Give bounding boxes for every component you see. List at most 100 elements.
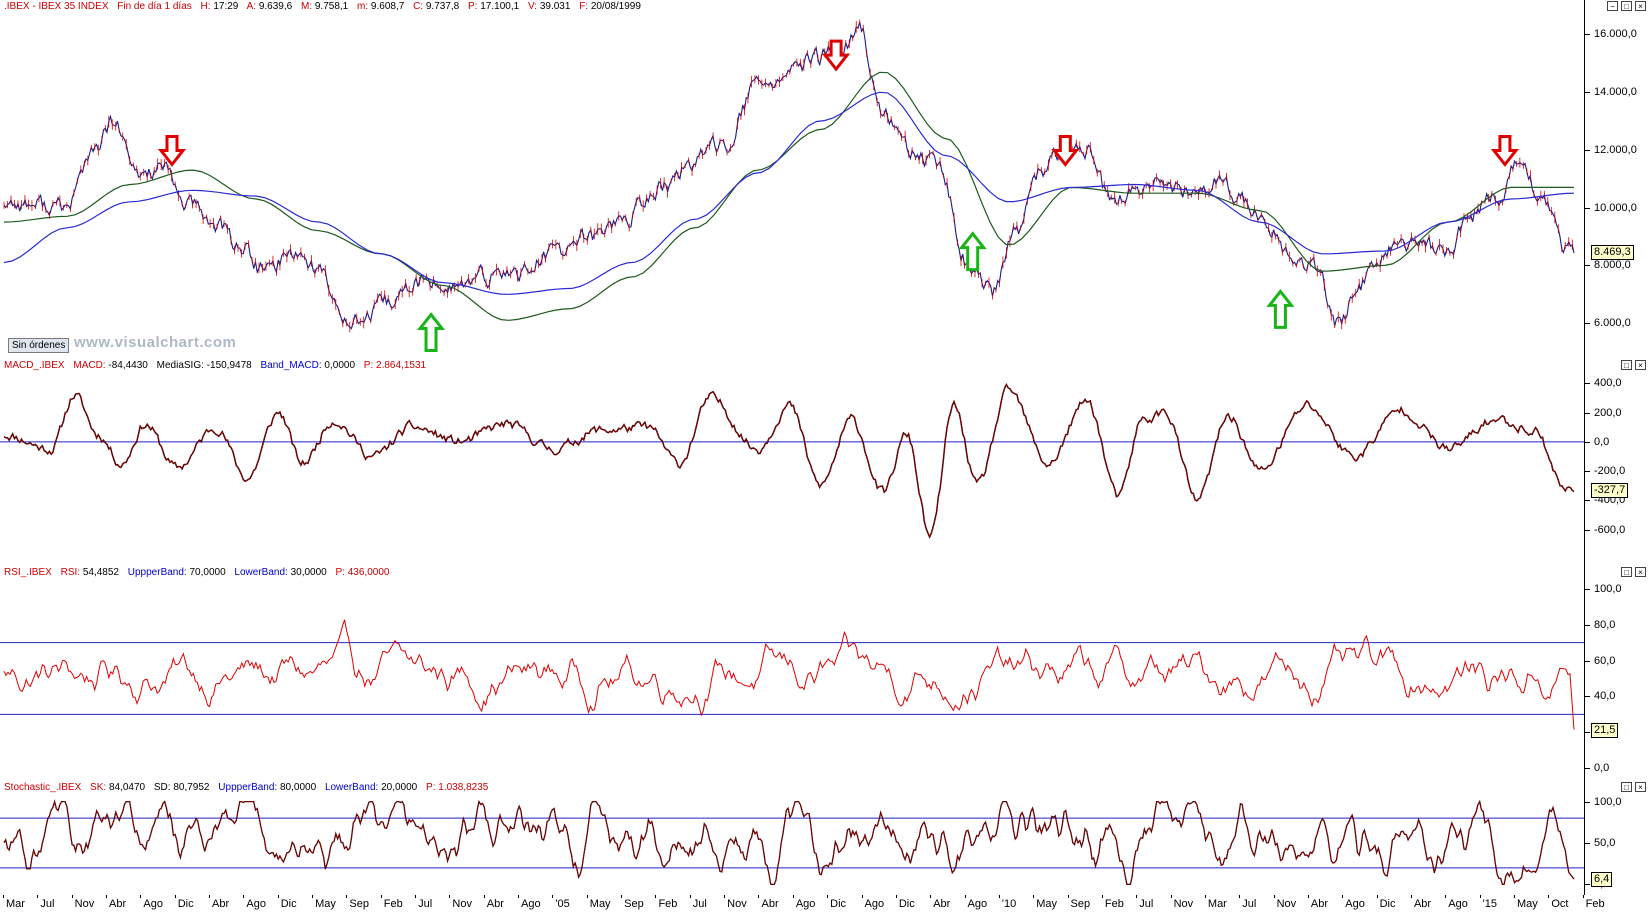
x-tick-label: Nov bbox=[727, 898, 747, 910]
x-tick-mark bbox=[1548, 895, 1550, 898]
orders-button[interactable]: Sin órdenes bbox=[8, 338, 70, 353]
x-tick-mark bbox=[174, 895, 176, 898]
price-field-label: C: bbox=[413, 1, 424, 12]
y-tick-mark bbox=[1584, 843, 1590, 844]
price-field-value: 9.639,6 bbox=[258, 1, 293, 12]
rsi-field-value: 436,0000 bbox=[347, 567, 390, 578]
minimize-button[interactable]: − bbox=[1607, 1, 1618, 11]
macd-field-label: Band_MACD: bbox=[260, 360, 322, 371]
rsi-plot[interactable] bbox=[0, 566, 1584, 781]
x-tick-label: May bbox=[315, 898, 336, 910]
x-tick-label: Ago bbox=[521, 898, 541, 910]
macd-field-value: -84,4430 bbox=[108, 360, 148, 371]
rsi-field-value: 70,0000 bbox=[189, 567, 226, 578]
x-tick-mark bbox=[998, 895, 1000, 898]
x-tick-mark bbox=[1101, 895, 1103, 898]
x-tick-mark bbox=[621, 895, 623, 898]
price-field-label: P: bbox=[468, 1, 478, 12]
last-value-label: 8.469,3 bbox=[1591, 244, 1634, 260]
y-tick-label: 6.000,0 bbox=[1594, 317, 1631, 330]
x-tick-mark bbox=[964, 895, 966, 898]
x-tick-mark bbox=[655, 895, 657, 898]
restore-button[interactable]: □ bbox=[1621, 567, 1632, 577]
stochastic-field-value: 80,7952 bbox=[173, 782, 210, 793]
x-tick-label: Jul bbox=[1139, 898, 1154, 910]
stochastic-field-label: SK: bbox=[90, 782, 107, 793]
y-tick-label: 50,0 bbox=[1594, 837, 1616, 849]
series-line-ma-slow bbox=[3, 91, 1575, 295]
y-tick-mark bbox=[1584, 34, 1590, 36]
sell-arrow-marker bbox=[1490, 134, 1520, 167]
x-tick-label: May bbox=[1516, 898, 1538, 910]
x-tick-label: Abr bbox=[933, 898, 951, 910]
price-panel-header: .IBEX - IBEX 35 INDEX Fin de día 1 días … bbox=[4, 1, 647, 13]
x-tick-label: Ago bbox=[246, 898, 266, 910]
x-tick-label: Abr bbox=[761, 898, 779, 910]
y-tick-label: 0,0 bbox=[1594, 435, 1610, 448]
stochastic-field-label: LowerBand: bbox=[324, 782, 379, 793]
restore-button[interactable]: □ bbox=[1621, 1, 1632, 11]
macd-field-value: -150,9478 bbox=[206, 360, 252, 371]
price-plot[interactable] bbox=[0, 0, 1584, 359]
x-tick-label: Ago bbox=[967, 898, 988, 910]
macd-plot[interactable] bbox=[0, 359, 1584, 566]
x-tick-label: Jul bbox=[418, 898, 433, 910]
x-tick-label: Nov bbox=[452, 898, 472, 910]
x-tick-label: Feb bbox=[1585, 898, 1605, 910]
restore-button[interactable]: □ bbox=[1621, 782, 1632, 792]
y-tick-mark bbox=[1584, 732, 1590, 734]
price-field-label: M: bbox=[300, 1, 313, 12]
x-tick-mark bbox=[37, 895, 39, 898]
x-tick-mark bbox=[586, 895, 588, 898]
x-tick-label: May bbox=[1036, 898, 1057, 910]
x-tick-mark bbox=[1067, 895, 1069, 898]
x-tick-label: Nov bbox=[1173, 898, 1194, 910]
macd-panel: MACD_.IBEX MACD: -84,4430 MediaSIG: -150… bbox=[0, 359, 1650, 567]
y-tick-label: 16.000,0 bbox=[1594, 28, 1637, 41]
y-tick-mark bbox=[1584, 696, 1590, 698]
x-tick-mark bbox=[724, 895, 726, 898]
stochastic-panel-header: Stochastic_.IBEX SK: 84,0470 SD: 80,7952… bbox=[4, 782, 494, 794]
price-field-label: H: bbox=[200, 1, 211, 12]
x-tick-mark bbox=[449, 895, 451, 898]
y-tick-mark bbox=[1584, 412, 1590, 414]
y-tick-label: -200,0 bbox=[1594, 465, 1626, 478]
y-tick-label: 40,0 bbox=[1594, 690, 1616, 703]
close-button[interactable]: × bbox=[1635, 360, 1646, 370]
sell-arrow-marker bbox=[822, 39, 851, 72]
y-tick-mark bbox=[1584, 884, 1590, 886]
price-field-value: 9.608,7 bbox=[370, 1, 405, 12]
y-tick-mark bbox=[1584, 660, 1590, 662]
x-tick-mark bbox=[758, 895, 760, 898]
x-tick-label: Abr bbox=[109, 898, 127, 910]
x-tick-mark bbox=[1273, 895, 1275, 898]
restore-button[interactable]: □ bbox=[1621, 360, 1632, 370]
x-tick-mark bbox=[1376, 895, 1378, 898]
close-button[interactable]: × bbox=[1635, 1, 1646, 11]
stochastic-field-value: 1.038,8235 bbox=[438, 782, 489, 793]
x-tick-label: Sep bbox=[349, 898, 369, 910]
price-field-label: F: bbox=[579, 1, 589, 12]
rsi-field-label: RSI: bbox=[60, 567, 81, 578]
close-button[interactable]: × bbox=[1635, 782, 1646, 792]
y-tick-mark bbox=[1584, 265, 1590, 267]
x-tick-label: Dic bbox=[898, 898, 915, 910]
x-tick-mark bbox=[1204, 895, 1206, 898]
x-tick-mark bbox=[1136, 895, 1138, 898]
rsi-window-controls: □ × bbox=[1621, 567, 1646, 579]
x-tick-mark bbox=[552, 895, 554, 898]
y-tick-label: 400,0 bbox=[1594, 377, 1622, 390]
x-tick-label: Nov bbox=[1276, 898, 1297, 910]
rsi-panel-header: RSI_.IBEX RSI: 54,4852 UppperBand: 70,00… bbox=[4, 567, 395, 579]
x-tick-label: Feb bbox=[1104, 898, 1124, 910]
price-field-value: 20/08/1999 bbox=[590, 1, 641, 12]
close-button[interactable]: × bbox=[1635, 567, 1646, 577]
stochastic-plot[interactable] bbox=[0, 781, 1584, 895]
x-tick-mark bbox=[209, 895, 211, 898]
macd-y-axis-line bbox=[1584, 359, 1585, 566]
x-tick-label: Ago bbox=[1345, 898, 1365, 910]
last-value-label: 6,4 bbox=[1591, 872, 1613, 888]
x-tick-mark bbox=[1307, 895, 1309, 898]
y-tick-label: 80,0 bbox=[1594, 618, 1616, 631]
x-tick-mark bbox=[930, 895, 932, 898]
